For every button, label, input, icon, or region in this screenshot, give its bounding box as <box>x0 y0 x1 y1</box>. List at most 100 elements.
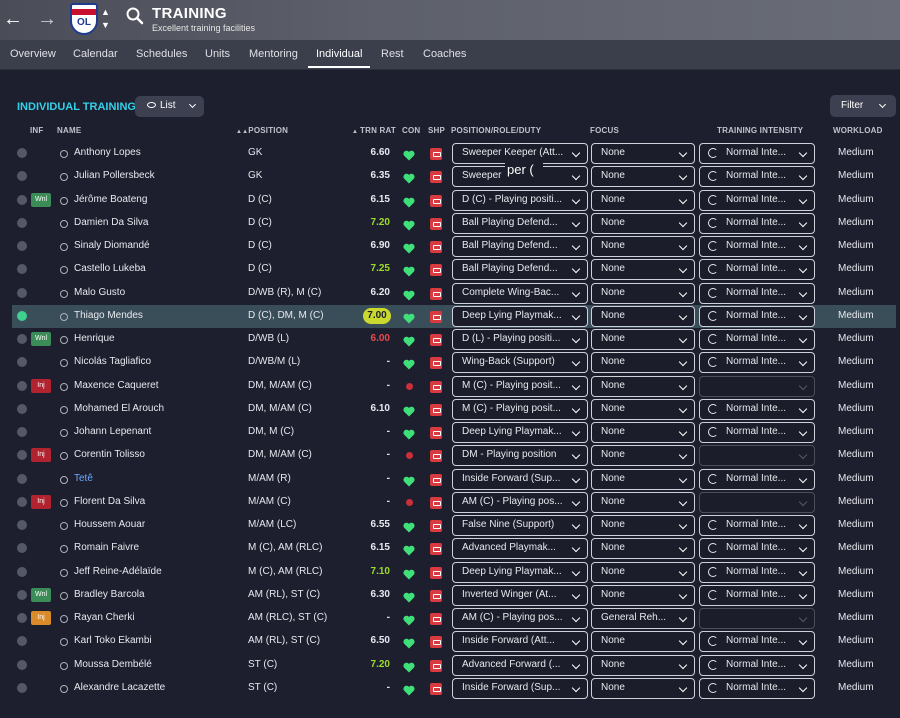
focus-dropdown[interactable]: None <box>591 282 695 304</box>
table-row[interactable]: Wnl Jérôme Boateng D (C) 6.15 D (C) - Playin… <box>12 189 896 212</box>
role-dropdown[interactable]: M (C) - Playing posit... <box>452 398 588 420</box>
select-check-icon[interactable] <box>17 520 27 530</box>
status-badge[interactable]: Inj <box>31 378 51 393</box>
select-check-icon[interactable] <box>17 427 27 437</box>
table-row[interactable]: Inj Corentin Tolisso DM, M/AM (C) - DM - Pla… <box>12 444 896 467</box>
table-row[interactable]: Malo Gusto D/WB (R), M (C) 6.20 Complete Wi… <box>12 282 896 305</box>
status-badge[interactable]: Wnl <box>31 587 51 602</box>
forward-arrow-icon[interactable]: → <box>37 8 57 30</box>
role-dropdown[interactable]: Inverted Winger (At... <box>452 584 588 606</box>
intensity-dropdown[interactable]: Normal Inte... <box>699 352 815 374</box>
select-check-icon[interactable] <box>17 241 27 251</box>
player-name[interactable]: Rayan Cherki <box>74 612 135 623</box>
intensity-dropdown[interactable]: Normal Inte... <box>699 236 815 257</box>
tab-mentoring[interactable]: Mentoring <box>249 48 298 60</box>
role-dropdown[interactable]: Wing-Back (Support) <box>452 352 588 374</box>
focus-dropdown[interactable]: None <box>591 166 695 188</box>
role-dropdown[interactable]: D (L) - Playing positi... <box>452 329 588 350</box>
select-check-icon[interactable] <box>17 171 27 182</box>
focus-dropdown[interactable]: None <box>591 329 695 350</box>
intensity-dropdown[interactable]: Normal Inte... <box>699 212 815 234</box>
select-check-icon[interactable] <box>17 566 27 577</box>
player-name[interactable]: Alexandre Lacazette <box>74 681 166 693</box>
table-row[interactable]: Moussa Dembélé ST (C) 7.20 Advanced Forward… <box>12 654 896 677</box>
role-dropdown[interactable]: Deep Lying Playmak... <box>452 561 588 583</box>
intensity-dropdown[interactable]: Normal Inte... <box>699 305 815 327</box>
role-dropdown[interactable]: Ball Playing Defend... <box>452 212 588 234</box>
role-dropdown[interactable]: M (C) - Playing posit... <box>452 375 588 397</box>
table-row[interactable]: Wnl Henrique D/WB (L) 6.00 D (L) - Playing p… <box>12 328 896 351</box>
player-name[interactable]: Anthony Lopes <box>74 147 141 158</box>
select-check-icon[interactable] <box>17 543 27 554</box>
role-dropdown[interactable]: Inside Forward (Sup... <box>452 468 588 490</box>
intensity-dropdown[interactable]: Normal Inte... <box>699 259 815 281</box>
col-header-shp[interactable]: SHP <box>428 126 446 135</box>
select-check-icon[interactable] <box>17 194 27 205</box>
role-dropdown[interactable]: Deep Lying Playmak... <box>452 422 588 443</box>
select-check-icon[interactable] <box>17 334 27 344</box>
col-header-inf[interactable]: INF <box>30 126 44 135</box>
player-name[interactable]: Thiago Mendes <box>74 309 143 321</box>
focus-dropdown[interactable]: None <box>591 631 695 653</box>
col-header-workload[interactable]: WORKLOAD <box>833 126 883 135</box>
intensity-dropdown[interactable]: Normal Inte... <box>699 654 815 676</box>
status-badge[interactable]: Wnl <box>31 332 51 346</box>
tab-calendar[interactable]: Calendar <box>73 48 118 60</box>
player-name[interactable]: Jérôme Boateng <box>74 193 148 205</box>
intensity-dropdown[interactable]: Normal Inte... <box>699 631 815 653</box>
tab-coaches[interactable]: Coaches <box>423 48 467 60</box>
status-badge[interactable]: Wnl <box>31 192 51 207</box>
role-dropdown[interactable]: Ball Playing Defend... <box>452 259 588 281</box>
player-name[interactable]: Maxence Caqueret <box>74 379 159 391</box>
focus-dropdown[interactable]: None <box>591 259 695 281</box>
intensity-dropdown[interactable]: Normal Inte... <box>699 398 815 420</box>
player-name[interactable]: Houssem Aouar <box>74 519 146 530</box>
club-crest[interactable]: OL <box>70 3 98 35</box>
focus-dropdown[interactable]: None <box>591 143 695 164</box>
table-row[interactable]: Mohamed El Arouch DM, M/AM (C) 6.10 M (C) -… <box>12 398 896 421</box>
role-dropdown[interactable]: AM (C) - Playing pos... <box>452 608 588 629</box>
role-dropdown[interactable]: Inside Forward (Att... <box>452 631 588 653</box>
focus-dropdown[interactable]: None <box>591 538 695 560</box>
status-badge[interactable]: Inj <box>31 494 51 509</box>
focus-dropdown[interactable]: None <box>591 305 695 327</box>
select-check-icon[interactable] <box>17 473 27 484</box>
table-row[interactable]: Thiago Mendes D (C), DM, M (C) 7.00 Deep Ly… <box>12 304 896 328</box>
role-dropdown[interactable]: Advanced Forward (... <box>452 654 588 676</box>
player-name[interactable]: Romain Faivre <box>74 542 140 554</box>
role-dropdown[interactable]: Advanced Playmak... <box>452 538 588 560</box>
col-header-position[interactable]: ▲▲POSITION <box>236 126 289 135</box>
player-name[interactable]: Johann Lepenant <box>74 426 152 437</box>
col-header-name[interactable]: NAME <box>57 126 82 135</box>
focus-dropdown[interactable]: None <box>591 491 695 513</box>
focus-dropdown[interactable]: None <box>591 398 695 420</box>
intensity-dropdown[interactable]: Normal Inte... <box>699 189 815 211</box>
intensity-dropdown[interactable]: Normal Inte... <box>699 561 815 583</box>
player-name[interactable]: Malo Gusto <box>74 286 126 298</box>
table-row[interactable]: Houssem Aouar M/AM (LC) 6.55 False Nine (Su… <box>12 514 896 537</box>
role-dropdown[interactable]: AM (C) - Playing pos... <box>452 491 588 513</box>
player-name[interactable]: Sinaly Diomandé <box>74 240 150 251</box>
player-name[interactable]: Jeff Reine-Adélaïde <box>74 565 162 577</box>
tab-rest[interactable]: Rest <box>381 48 404 60</box>
select-check-icon[interactable] <box>17 357 27 368</box>
select-check-icon[interactable] <box>17 613 27 623</box>
intensity-dropdown[interactable]: Normal Inte... <box>699 584 815 606</box>
focus-dropdown[interactable]: None <box>591 445 695 467</box>
intensity-dropdown[interactable]: Normal Inte... <box>699 282 815 304</box>
intensity-dropdown[interactable]: Normal Inte... <box>699 538 815 560</box>
crest-switch-icon[interactable]: ▲ ▼ <box>101 7 110 30</box>
intensity-dropdown[interactable]: Normal Inte... <box>699 468 815 490</box>
table-row[interactable]: Inj Maxence Caqueret DM, M/AM (C) - M (C) - … <box>12 375 896 398</box>
focus-dropdown[interactable]: General Reh... <box>591 608 695 629</box>
player-name[interactable]: Florent Da Silva <box>74 495 146 507</box>
player-name[interactable]: Bradley Barcola <box>74 588 145 600</box>
intensity-dropdown[interactable]: Normal Inte... <box>699 677 815 699</box>
tab-schedules[interactable]: Schedules <box>136 48 188 60</box>
focus-dropdown[interactable]: None <box>591 468 695 490</box>
select-check-icon[interactable] <box>17 450 27 461</box>
back-arrow-icon[interactable]: ← <box>3 8 23 30</box>
table-row[interactable]: Jeff Reine-Adélaïde M (C), AM (RLC) 7.10 De… <box>12 561 896 584</box>
role-dropdown[interactable]: Complete Wing-Bac... <box>452 282 588 304</box>
player-name[interactable]: Corentin Tolisso <box>74 449 145 461</box>
